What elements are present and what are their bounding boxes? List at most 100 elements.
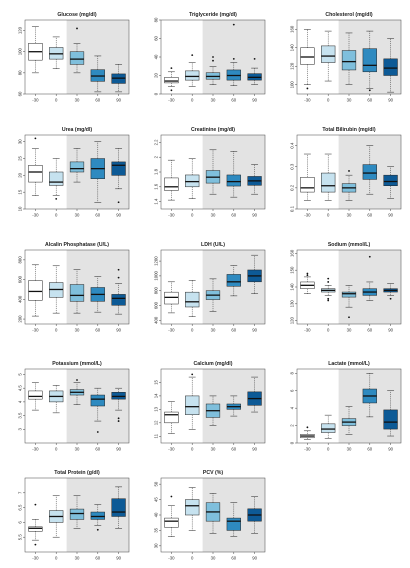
- box-group: [111, 148, 126, 204]
- outlier-point: [170, 89, 173, 92]
- outlier-point: [191, 373, 194, 376]
- box-iqr: [362, 48, 377, 73]
- y-tick-label: 80: [18, 70, 23, 75]
- box-group: [185, 158, 200, 199]
- box-iqr: [28, 165, 43, 183]
- box-group: [28, 137, 43, 196]
- box-plot-svg: Calcium (mg/dl) 11 12 13 14 15 -30 0 30 60 90: [154, 361, 266, 452]
- box-group: [69, 148, 85, 183]
- box-group: [247, 57, 262, 85]
- box-plot-panel: Total Protein (g/dl) 5.5 6 6.5 7 -30 0 30 60 90: [5, 466, 135, 568]
- box-iqr: [164, 411, 179, 424]
- x-tick-label: 60: [231, 447, 236, 452]
- box-group: [69, 27, 85, 74]
- box-group: [90, 55, 105, 93]
- x-tick-label: 60: [95, 328, 100, 333]
- outlier-point: [306, 274, 309, 277]
- y-tick-label: 2: [290, 424, 295, 427]
- x-tick-label: 0: [191, 213, 194, 218]
- x-tick-label: -30: [168, 328, 175, 333]
- y-tick-label: 6.5: [18, 504, 23, 511]
- box-group: [185, 487, 200, 531]
- y-tick-label: 7: [18, 491, 23, 494]
- y-tick-label: 600: [154, 301, 159, 309]
- x-tick-label: 90: [116, 213, 121, 218]
- y-tick-label: 800: [154, 287, 159, 295]
- x-tick-label: -30: [168, 213, 175, 218]
- outlier-point: [327, 277, 330, 280]
- box-plot-panel: Cholesterol (mg/dl) 100 120 140 160 -30 0 30 60 9…: [277, 8, 407, 110]
- box-iqr: [341, 50, 357, 71]
- y-tick-label: 6: [18, 521, 23, 524]
- x-tick-label: 30: [347, 447, 352, 452]
- outlier-point: [348, 170, 350, 172]
- box-plot-svg: Glucose (mg/dl) 60 80 100 120 -30 0 30 60 90: [18, 12, 130, 103]
- box-iqr: [185, 291, 200, 308]
- outlier-point: [306, 87, 309, 90]
- x-tick-label: -30: [32, 447, 39, 452]
- box-plot-panel: LDH (U/L) 400 600 800 1000 1200 -30 0 30 60 90: [141, 238, 271, 340]
- y-tick-label: 4: [290, 406, 295, 409]
- x-tick-label: 90: [252, 213, 257, 218]
- x-tick-label: 30: [347, 328, 352, 333]
- chart-title: PCV (%): [203, 470, 223, 476]
- box-plot-svg: Urea (mg/dl) 10 15 20 25 30 -30 0 30 60 90: [18, 127, 130, 218]
- y-tick-label: 0: [154, 92, 159, 95]
- box-iqr: [111, 161, 126, 176]
- box-iqr: [226, 274, 241, 287]
- x-tick-label: 0: [191, 447, 194, 452]
- box-iqr: [90, 511, 105, 520]
- x-tick-label: 0: [191, 556, 194, 561]
- x-tick-label: 60: [95, 556, 100, 561]
- outlier-point: [348, 316, 350, 319]
- box-group: [164, 495, 179, 537]
- y-tick-label: 25: [18, 156, 23, 161]
- chart-title: Total Bilirubin (mg/dl): [322, 127, 375, 133]
- x-tick-label: 30: [75, 98, 80, 103]
- x-tick-label: 30: [211, 213, 216, 218]
- x-tick-label: 60: [231, 98, 236, 103]
- box-group: [247, 254, 262, 294]
- box-plot-svg: Lactate (mmol/L) 0 2 4 6 8 -30 0 30 60 90: [290, 361, 402, 452]
- box-plot-svg: Total Protein (g/dl) 5.5 6 6.5 7 -30 0 30 60 90: [18, 470, 130, 561]
- x-tick-label: 60: [367, 328, 372, 333]
- box-group: [164, 281, 179, 314]
- y-tick-label: 1.8: [154, 168, 159, 175]
- box-iqr: [383, 58, 398, 76]
- x-tick-label: 30: [211, 98, 216, 103]
- outlier-point: [117, 201, 120, 204]
- box-group: [111, 486, 126, 529]
- y-tick-label: 4: [18, 400, 23, 403]
- x-tick-label: 90: [388, 328, 393, 333]
- box-plot-panel: Alcalin Phosphatase (U/L) 200 400 600 800 -30…: [5, 238, 135, 340]
- box-group: [28, 503, 43, 546]
- box-iqr: [28, 280, 43, 301]
- box-plot-svg: Sodium (mmol/L) 120 130 140 150 160 -30 0 30 60 90: [290, 242, 402, 333]
- box-plot-panel: Creatinine (mg/dl) 1.4 1.6 1.8 2 2.2 -30 0 30 60 9…: [141, 123, 271, 225]
- box-iqr: [185, 395, 200, 415]
- box-group: [49, 385, 64, 414]
- x-tick-label: -30: [32, 98, 39, 103]
- box-group: [321, 414, 336, 439]
- chart-title: Calcium (mg/dl): [194, 361, 233, 367]
- box-group: [164, 159, 179, 201]
- box-group: [28, 264, 43, 317]
- chart-title: Sodium (mmol/L): [328, 242, 371, 248]
- x-tick-label: 30: [75, 556, 80, 561]
- x-tick-label: 30: [75, 328, 80, 333]
- chart-title: Potassium (mmol/L): [52, 361, 102, 367]
- y-tick-label: 120: [18, 26, 23, 34]
- box-group: [90, 387, 105, 433]
- box-iqr: [226, 174, 241, 187]
- x-tick-label: -30: [168, 556, 175, 561]
- y-tick-label: 0.2: [290, 184, 295, 191]
- x-tick-label: 60: [95, 213, 100, 218]
- y-tick-label: 800: [18, 256, 23, 264]
- box-group: [362, 255, 377, 301]
- box-group: [226, 265, 241, 297]
- y-tick-label: 120: [290, 62, 295, 70]
- x-tick-label: 90: [252, 556, 257, 561]
- box-group: [205, 56, 221, 85]
- box-plot-panel: Lactate (mmol/L) 0 2 4 6 8 -30 0 30 60 90: [277, 357, 407, 459]
- box-group: [247, 496, 262, 534]
